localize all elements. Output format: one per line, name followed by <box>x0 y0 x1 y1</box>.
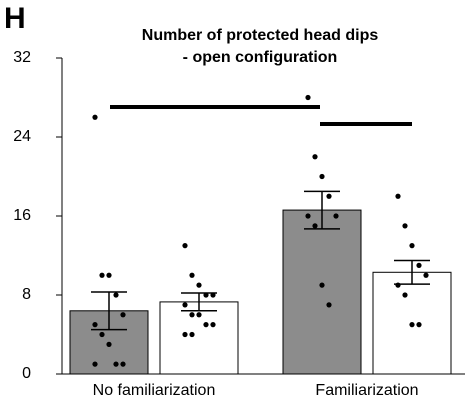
data-point <box>305 94 311 101</box>
data-point <box>99 272 105 278</box>
data-point <box>203 322 209 328</box>
data-point <box>120 312 126 318</box>
data-point <box>333 213 339 219</box>
data-point <box>395 282 401 288</box>
data-point <box>409 243 415 249</box>
data-point <box>402 292 408 298</box>
error-bar <box>181 292 217 312</box>
data-point <box>409 322 415 328</box>
data-point <box>106 341 112 347</box>
data-point <box>182 302 188 308</box>
data-point <box>416 262 422 268</box>
y-tick-label: 24 <box>13 128 31 145</box>
data-point <box>196 282 202 288</box>
data-point <box>113 361 119 367</box>
data-point <box>423 272 429 278</box>
data-point <box>416 322 422 328</box>
data-point <box>92 114 98 120</box>
data-point <box>99 331 105 338</box>
data-point <box>402 223 408 229</box>
data-point <box>182 243 188 249</box>
x-tick-label: No familiarization <box>93 382 216 399</box>
data-point <box>326 193 332 199</box>
data-point <box>395 193 401 199</box>
data-point <box>319 173 325 180</box>
bar <box>282 209 362 375</box>
chart-title: - open configuration <box>183 49 338 66</box>
error-bar <box>304 190 340 230</box>
data-point <box>189 312 195 318</box>
x-tick-label: Familiarization <box>315 382 418 399</box>
y-tick-label: 0 <box>22 365 31 382</box>
data-point <box>120 361 126 367</box>
data-point <box>319 282 325 288</box>
data-point <box>196 312 202 318</box>
panel-label: H <box>4 2 26 35</box>
data-point <box>312 223 318 229</box>
data-point <box>189 331 195 338</box>
y-tick-label: 8 <box>22 286 31 303</box>
data-point <box>113 292 119 298</box>
y-tick-label: 16 <box>13 207 31 224</box>
y-tick-label: 32 <box>13 49 31 66</box>
data-point <box>312 154 318 160</box>
data-point <box>326 302 332 308</box>
data-point <box>106 272 112 278</box>
data-point <box>210 322 216 328</box>
data-point <box>189 272 195 278</box>
error-bar <box>91 291 127 331</box>
data-point <box>182 331 188 338</box>
data-point <box>305 213 311 219</box>
data-point <box>92 322 98 328</box>
error-bar <box>394 259 430 285</box>
data-point <box>92 361 98 367</box>
chart-title: Number of protected head dips <box>142 27 379 44</box>
